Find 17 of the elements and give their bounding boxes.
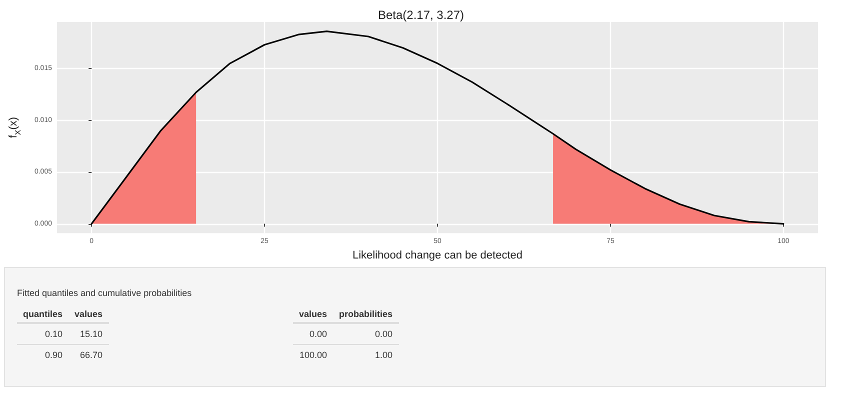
y-axis-title: fX(x) xyxy=(8,116,22,138)
text: 0.90 xyxy=(17,344,69,365)
line-series xyxy=(90,30,784,225)
text: Fitted quantiles and cumulative probabilities xyxy=(17,288,192,298)
text: values xyxy=(293,306,334,323)
chart-title: Beta(2.17, 3.27) xyxy=(378,8,464,22)
text: 66.70 xyxy=(68,344,109,365)
text: 0.00 xyxy=(293,323,334,344)
text: probabilities xyxy=(333,306,399,323)
text: 0.10 xyxy=(17,323,69,344)
text: 15.10 xyxy=(68,323,109,344)
text: 1.00 xyxy=(333,344,399,365)
text: values xyxy=(68,306,109,323)
x-axis-title: Likelihood change can be detected xyxy=(352,250,523,262)
text: 0.00 xyxy=(333,323,399,344)
text: quantiles xyxy=(17,306,69,323)
text: 100.00 xyxy=(293,344,334,365)
